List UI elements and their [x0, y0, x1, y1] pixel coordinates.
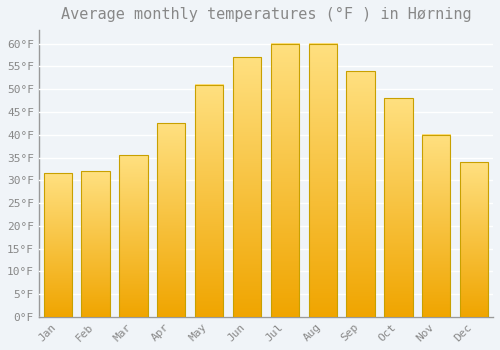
Title: Average monthly temperatures (°F ) in Hørning: Average monthly temperatures (°F ) in Hø…	[60, 7, 471, 22]
Bar	[82, 171, 110, 317]
Bar	[308, 44, 337, 317]
Bar	[384, 98, 412, 317]
Bar	[119, 155, 148, 317]
Bar	[346, 71, 375, 317]
Bar	[422, 135, 450, 317]
Bar	[270, 44, 299, 317]
Bar	[233, 57, 261, 317]
Bar	[157, 123, 186, 317]
Bar	[44, 174, 72, 317]
Bar	[195, 85, 224, 317]
Bar	[460, 162, 488, 317]
